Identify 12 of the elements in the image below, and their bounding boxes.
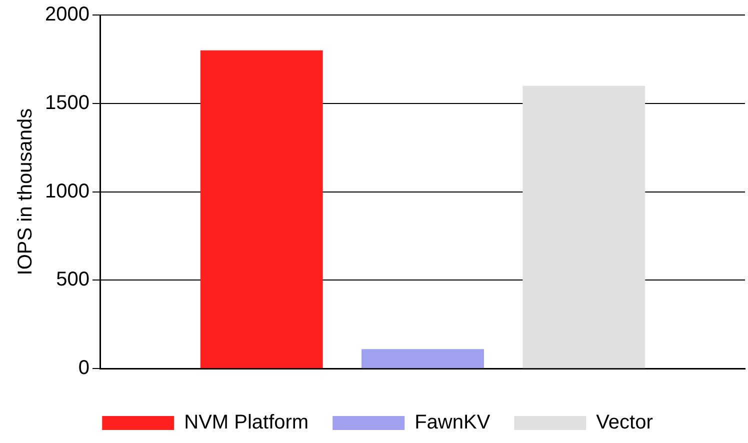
- legend-label: NVM Platform: [184, 412, 309, 434]
- y-tick-label: 500: [56, 268, 90, 291]
- bar: [200, 50, 323, 368]
- legend-label: Vector: [596, 412, 654, 434]
- y-axis-title: IOPS in thousands: [14, 108, 37, 276]
- bar: [362, 349, 484, 368]
- y-tick-label: 1000: [44, 180, 90, 202]
- y-tick-label: 1500: [44, 92, 90, 114]
- y-tick-label: 0: [78, 357, 90, 380]
- legend-label: FawnKV: [414, 412, 491, 434]
- y-tick-label: 2000: [44, 4, 90, 26]
- bar: [522, 86, 646, 368]
